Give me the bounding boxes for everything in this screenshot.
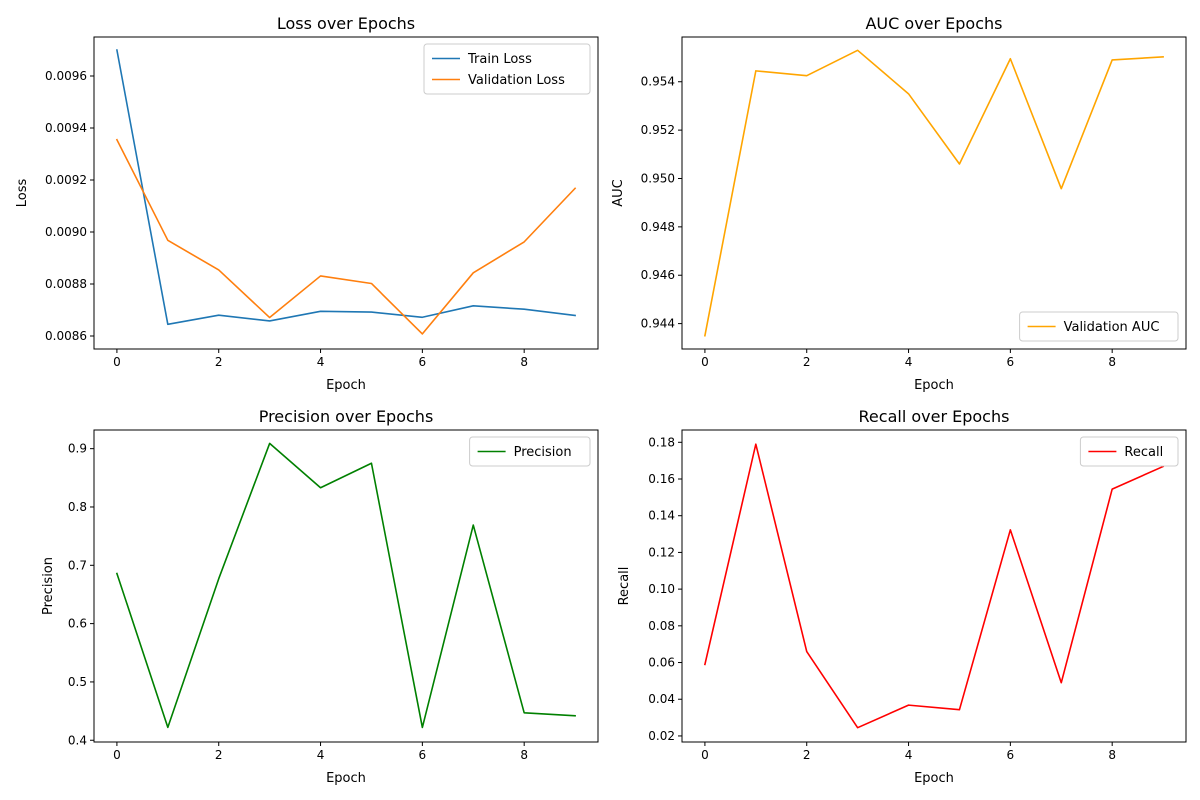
plot-area — [682, 37, 1186, 349]
y-tick-label: 0.946 — [641, 268, 675, 282]
legend-entry: Precision — [514, 445, 572, 460]
y-tick-label: 0.7 — [68, 558, 87, 572]
legend: Recall — [1079, 436, 1179, 467]
x-axis-label: Epoch — [326, 771, 366, 786]
x-axis-label: Epoch — [914, 378, 954, 393]
plot-area — [682, 430, 1186, 742]
legend-box — [423, 43, 591, 95]
chart-title: Precision over Epochs — [259, 407, 434, 426]
subplot-1: 0 2 4 6 8 0.0086 0.0088 0.0090 0.0092 0.0094 0.009… — [15, 14, 599, 393]
x-tick-label: 2 — [215, 748, 223, 762]
y-tick-label: 0.8 — [68, 500, 87, 514]
chart-title: Loss over Epochs — [277, 14, 415, 33]
y-tick-label: 0.16 — [648, 472, 675, 486]
series-line-2 — [115, 138, 577, 335]
legend-entry: Validation Loss — [468, 73, 565, 88]
x-tick-label: 6 — [1007, 355, 1015, 369]
subplot-3: 0 2 4 6 8 0.4 0.5 0.6 0.7 0.8 0.9 Precision over Ep… — [41, 407, 599, 786]
y-tick-label: 0.04 — [648, 692, 675, 706]
axes-frame — [93, 36, 599, 350]
x-tick-label: 0 — [701, 748, 709, 762]
y-tick-label: 0.0086 — [45, 329, 87, 343]
plot-area — [94, 430, 598, 742]
x-tick-label: 6 — [1007, 748, 1015, 762]
series-line-1 — [115, 49, 576, 326]
y-tick-label: 0.5 — [68, 675, 87, 689]
x-tick-label: 8 — [520, 748, 528, 762]
y-tick-label: 0.950 — [641, 171, 675, 185]
legend: Precision — [469, 436, 591, 467]
legend-entry: Train Loss — [467, 52, 532, 67]
x-axis-label: Epoch — [914, 771, 954, 786]
legend-box — [1079, 436, 1179, 467]
y-axis-label: Precision — [41, 557, 56, 615]
legend-entry: Recall — [1124, 445, 1163, 460]
x-tick-label: 6 — [419, 748, 427, 762]
y-tick-label: 0.4 — [68, 733, 87, 747]
x-tick-label: 0 — [701, 355, 709, 369]
axes-frame — [681, 429, 1187, 743]
series-line-1 — [115, 442, 576, 729]
y-tick-label: 0.944 — [641, 317, 675, 331]
y-tick-label: 0.06 — [648, 656, 675, 670]
axes-frame — [93, 429, 599, 743]
series-line-1 — [703, 443, 1165, 729]
y-tick-label: 0.14 — [648, 509, 675, 523]
x-axis-label: Epoch — [326, 378, 366, 393]
y-tick-label: 0.9 — [68, 442, 87, 456]
y-tick-label: 0.948 — [641, 220, 675, 234]
x-tick-label: 2 — [803, 748, 811, 762]
axes-frame — [681, 36, 1187, 350]
x-tick-label: 0 — [113, 355, 121, 369]
y-tick-label: 0.10 — [648, 582, 675, 596]
y-tick-label: 0.954 — [641, 75, 675, 89]
legend-box — [469, 436, 591, 467]
legend: Validation AUC — [1019, 311, 1179, 342]
y-axis-label: Recall — [617, 567, 632, 606]
y-tick-label: 0.02 — [648, 729, 675, 743]
x-tick-label: 4 — [317, 748, 325, 762]
x-tick-label: 0 — [113, 748, 121, 762]
series-line-1 — [703, 49, 1164, 337]
x-tick-label: 4 — [905, 355, 913, 369]
x-tick-label: 2 — [215, 355, 223, 369]
y-tick-label: 0.0090 — [45, 225, 87, 239]
y-tick-label: 0.12 — [648, 545, 675, 559]
x-tick-label: 2 — [803, 355, 811, 369]
y-tick-label: 0.18 — [648, 435, 675, 449]
x-tick-label: 8 — [1108, 748, 1116, 762]
y-tick-label: 0.08 — [648, 619, 675, 633]
x-tick-label: 8 — [520, 355, 528, 369]
legend: Train Loss Validation Loss — [423, 43, 591, 95]
y-tick-label: 0.6 — [68, 617, 87, 631]
y-tick-label: 0.0088 — [45, 277, 87, 291]
legend-entry: Validation AUC — [1064, 320, 1160, 335]
y-axis-label: AUC — [611, 179, 626, 207]
subplot-4: 0 2 4 6 8 0.02 0.04 0.06 0.08 0.10 0.12 0.14 0.16 0.1… — [617, 407, 1187, 786]
chart-title: AUC over Epochs — [865, 14, 1002, 33]
y-tick-label: 0.952 — [641, 123, 675, 137]
subplot-2: 0 2 4 6 8 0.944 0.946 0.948 0.950 0.952 0.954 AUC o… — [611, 14, 1187, 393]
legend-box — [1019, 311, 1179, 342]
chart-title: Recall over Epochs — [859, 407, 1010, 426]
y-axis-label: Loss — [15, 179, 30, 208]
x-tick-label: 8 — [1108, 355, 1116, 369]
y-tick-label: 0.0092 — [45, 173, 87, 187]
y-tick-label: 0.0094 — [45, 121, 87, 135]
y-tick-label: 0.0096 — [45, 69, 87, 83]
x-tick-label: 4 — [905, 748, 913, 762]
x-tick-label: 6 — [419, 355, 427, 369]
x-tick-label: 4 — [317, 355, 325, 369]
